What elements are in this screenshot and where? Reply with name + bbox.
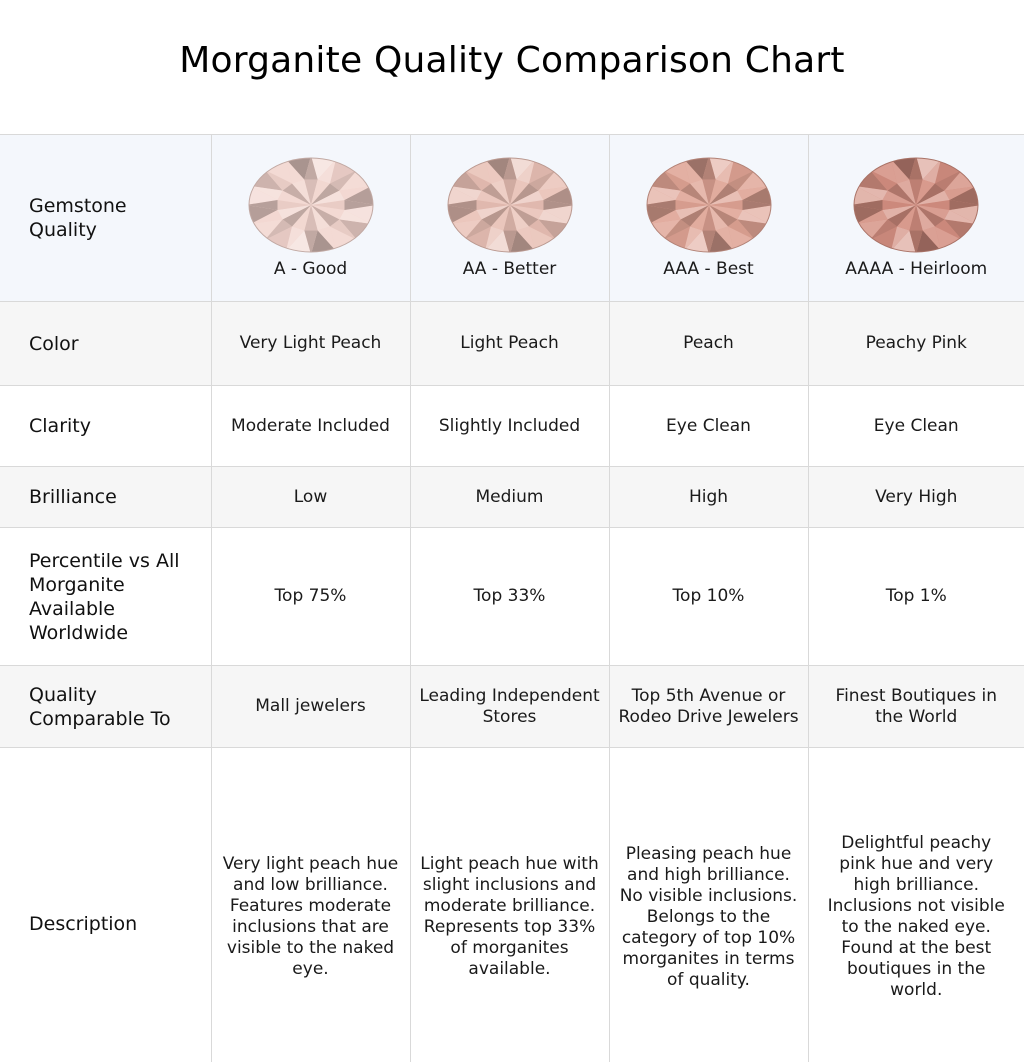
- percentile-row: Percentile vs All Morganite Available Wo…: [0, 528, 1024, 666]
- row-label-percentile: Percentile vs All Morganite Available Wo…: [0, 528, 211, 666]
- grade-name-aaaa: AAAA - Heirloom: [809, 259, 1024, 280]
- gemstone-a-image: [247, 157, 375, 253]
- description-aaa: Pleasing peach hue and high brilliance. …: [609, 748, 808, 1062]
- clarity-aaaa: Eye Clean: [808, 386, 1024, 467]
- gemstone-quality-row: Gemstone Quality A - Good AA - Better AA…: [0, 135, 1024, 302]
- row-label-clarity: Clarity: [0, 386, 211, 467]
- grade-cell-aaaa: AAAA - Heirloom: [808, 135, 1024, 302]
- row-label-comparable: Quality Comparable To: [0, 666, 211, 748]
- comparison-table: Gemstone Quality A - Good AA - Better AA…: [0, 134, 1024, 1062]
- grade-cell-aa: AA - Better: [410, 135, 609, 302]
- comparable-aaa: Top 5th Avenue or Rodeo Drive Jewelers: [609, 666, 808, 748]
- brilliance-aaa: High: [609, 467, 808, 528]
- brilliance-aaaa: Very High: [808, 467, 1024, 528]
- description-aaaa: Delightful peachy pink hue and very high…: [808, 748, 1024, 1062]
- gemstone-aaaa-image: [852, 157, 980, 253]
- comparable-aa: Leading Independent Stores: [410, 666, 609, 748]
- description-a: Very light peach hue and low brilliance.…: [211, 748, 410, 1062]
- percentile-a: Top 75%: [211, 528, 410, 666]
- brilliance-row: Brilliance Low Medium High Very High: [0, 467, 1024, 528]
- page-title: Morganite Quality Comparison Chart: [0, 40, 1024, 81]
- color-aaa: Peach: [609, 302, 808, 386]
- gemstone-aa-image: [446, 157, 574, 253]
- grade-cell-a: A - Good: [211, 135, 410, 302]
- color-a: Very Light Peach: [211, 302, 410, 386]
- color-aaaa: Peachy Pink: [808, 302, 1024, 386]
- gemstone-aaa-image: [645, 157, 773, 253]
- comparable-aaaa: Finest Boutiques in the World: [808, 666, 1024, 748]
- brilliance-a: Low: [211, 467, 410, 528]
- percentile-aaaa: Top 1%: [808, 528, 1024, 666]
- brilliance-aa: Medium: [410, 467, 609, 528]
- row-label-gemstone-quality: Gemstone Quality: [0, 135, 211, 302]
- grade-cell-aaa: AAA - Best: [609, 135, 808, 302]
- row-label-brilliance: Brilliance: [0, 467, 211, 528]
- color-row: Color Very Light Peach Light Peach Peach…: [0, 302, 1024, 386]
- grade-name-a: A - Good: [212, 259, 410, 280]
- percentile-aa: Top 33%: [410, 528, 609, 666]
- percentile-aaa: Top 10%: [609, 528, 808, 666]
- description-row: Description Very light peach hue and low…: [0, 748, 1024, 1062]
- clarity-row: Clarity Moderate Included Slightly Inclu…: [0, 386, 1024, 467]
- grade-name-aa: AA - Better: [411, 259, 609, 280]
- clarity-a: Moderate Included: [211, 386, 410, 467]
- clarity-aaa: Eye Clean: [609, 386, 808, 467]
- color-aa: Light Peach: [410, 302, 609, 386]
- grade-name-aaa: AAA - Best: [610, 259, 808, 280]
- clarity-aa: Slightly Included: [410, 386, 609, 467]
- comparable-row: Quality Comparable To Mall jewelers Lead…: [0, 666, 1024, 748]
- comparable-a: Mall jewelers: [211, 666, 410, 748]
- row-label-color: Color: [0, 302, 211, 386]
- row-label-description: Description: [0, 748, 211, 1062]
- description-aa: Light peach hue with slight inclusions a…: [410, 748, 609, 1062]
